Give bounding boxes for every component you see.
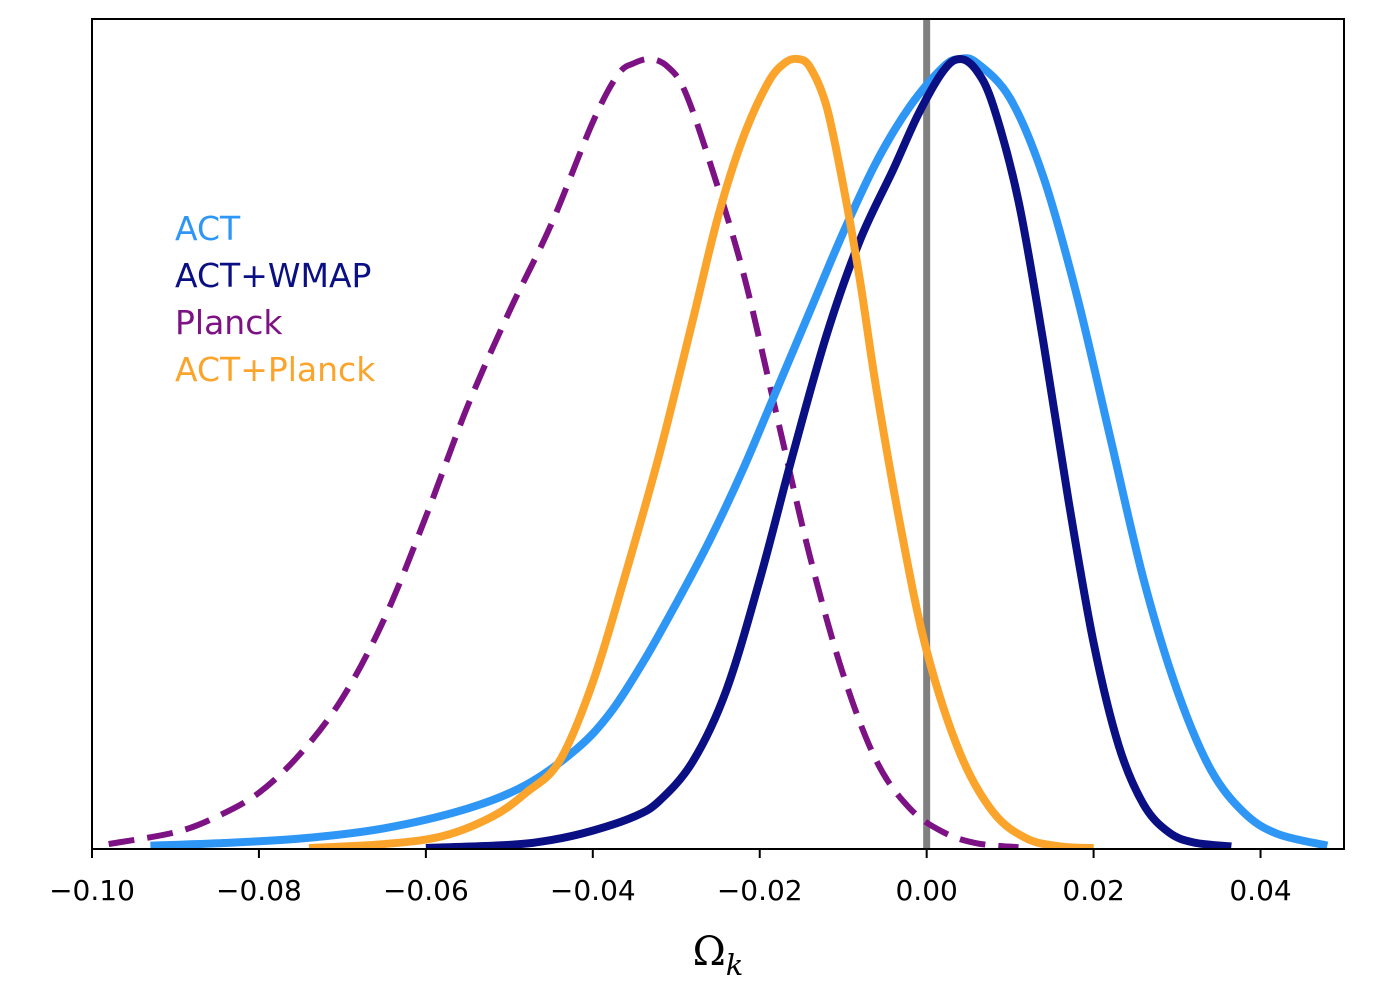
- series-line-planck: [108, 55, 1019, 849]
- x-axis-ticks: −0.10 −0.08 −0.06 −0.04 −0.02 0.00 0.02 0.04: [49, 849, 1292, 907]
- series-layer: [108, 19, 1329, 849]
- legend-entry-planck: Planck: [175, 303, 283, 342]
- legend-entry-act-wmap: ACT+WMAP: [175, 256, 371, 295]
- x-axis-label-omega: Ω: [693, 929, 726, 975]
- x-tick-label: 0.00: [895, 874, 957, 907]
- x-tick-label: −0.04: [550, 874, 636, 907]
- series-line-act-planck: [308, 54, 1094, 849]
- legend-entry-act-planck: ACT+Planck: [175, 350, 376, 389]
- plot-frame: [91, 18, 1345, 850]
- x-axis-label-subscript: k: [726, 948, 744, 982]
- series-line-act: [150, 54, 1329, 849]
- x-tick-label: −0.02: [717, 874, 803, 907]
- x-axis-label: Ωk: [693, 929, 744, 982]
- x-tick-label: −0.06: [383, 874, 469, 907]
- legend: ACT ACT+WMAP Planck ACT+Planck: [175, 209, 376, 389]
- x-tick-label: −0.10: [49, 874, 135, 907]
- x-tick-label: 0.02: [1062, 874, 1124, 907]
- series-line-act-wmap: [425, 55, 1232, 849]
- x-tick-label: 0.04: [1229, 874, 1291, 907]
- x-tick-label: −0.08: [216, 874, 302, 907]
- legend-entry-act: ACT: [175, 209, 241, 248]
